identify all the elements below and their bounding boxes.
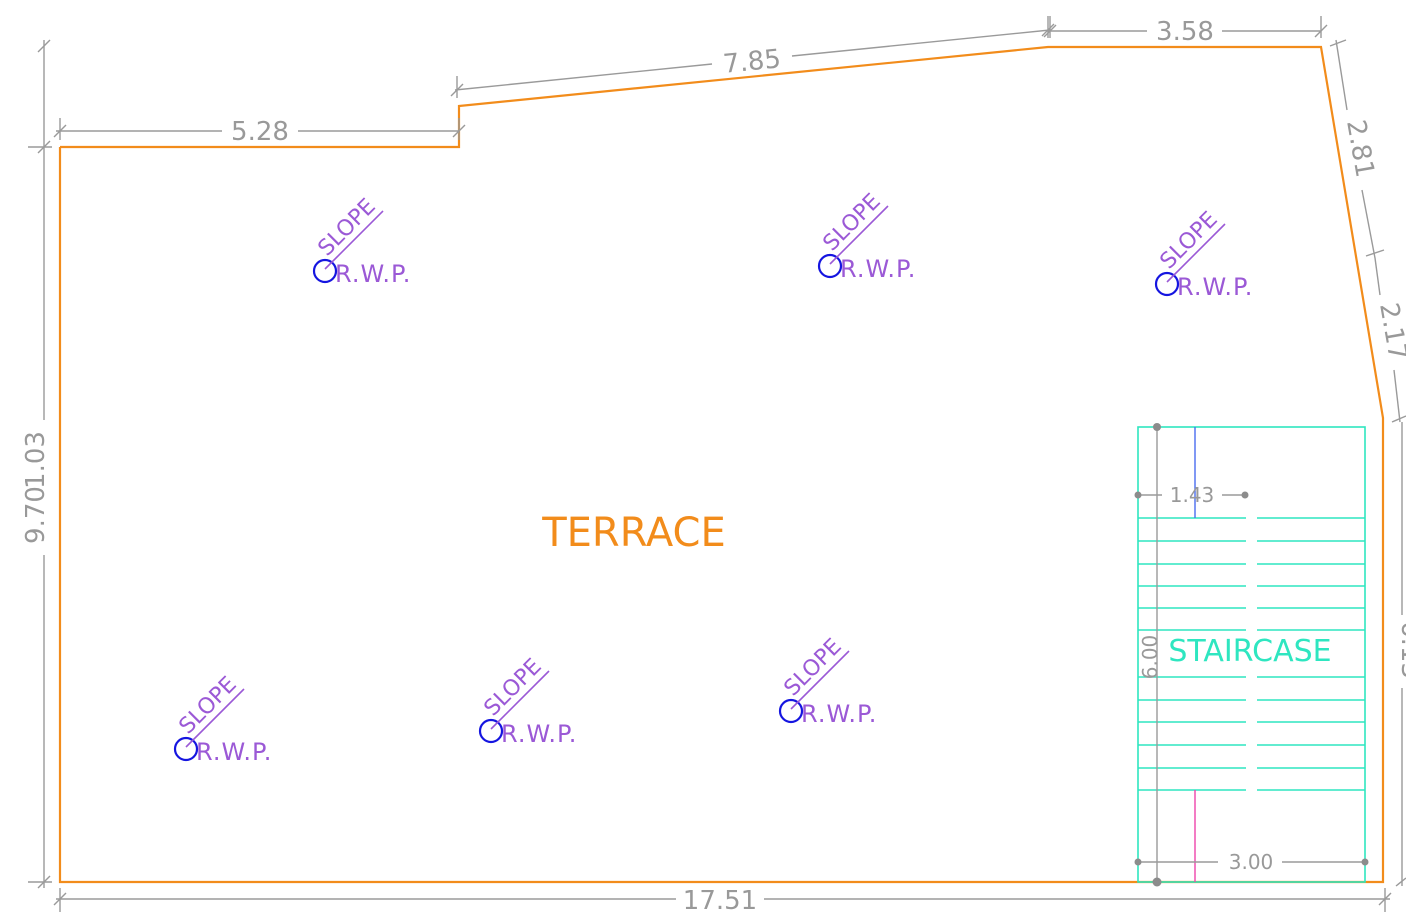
stair-dim-marker bbox=[1152, 877, 1162, 887]
dimension-right-mid: 2.17 bbox=[1373, 257, 1406, 423]
slope-arrow bbox=[185, 688, 245, 748]
rwp-label: R.W.P. bbox=[335, 260, 411, 288]
rwp-label: R.W.P. bbox=[1177, 273, 1253, 301]
stair-dim-marker bbox=[1153, 423, 1161, 431]
slope-arrow bbox=[790, 650, 850, 710]
dim-bottom-label: 17.51 bbox=[683, 886, 757, 915]
dim-right-lower-label: 6.13 bbox=[1395, 621, 1406, 679]
staircase-treads bbox=[1138, 517, 1365, 791]
dim-top-left-label: 5.28 bbox=[231, 117, 289, 147]
dimension-top-left: 5.28 bbox=[53, 117, 466, 147]
rwp-label: R.W.P. bbox=[196, 738, 272, 766]
slope-arrow bbox=[1166, 223, 1226, 283]
rainwater-pipe-icon bbox=[1154, 271, 1180, 297]
rwp-label: R.W.P. bbox=[801, 700, 877, 728]
staircase: 1.43 3.00 6.00 STAIRCASE bbox=[1134, 423, 1369, 887]
rainwater-pipe-icon bbox=[478, 718, 504, 744]
slope-label: SLOPE bbox=[480, 654, 547, 721]
slope-label: SLOPE bbox=[780, 634, 847, 701]
slope-label: SLOPE bbox=[175, 672, 242, 739]
staircase-label: STAIRCASE bbox=[1168, 634, 1331, 669]
rwp-label: R.W.P. bbox=[501, 720, 577, 748]
rainwater-pipe-icon bbox=[817, 253, 843, 279]
dim-left-label: 9.70 bbox=[21, 486, 51, 544]
terrace-label: TERRACE bbox=[541, 510, 726, 556]
slope-arrow bbox=[829, 205, 889, 265]
slope-label: SLOPE bbox=[314, 194, 381, 261]
stair-dim-marker bbox=[1361, 858, 1369, 866]
dimension-right-lower: 6.13 bbox=[1395, 422, 1406, 887]
slope-label: SLOPE bbox=[1156, 207, 1223, 274]
slope-arrow bbox=[490, 670, 550, 730]
stair-dim-marker bbox=[1241, 491, 1249, 499]
stair-bottom-label: 3.00 bbox=[1229, 850, 1274, 874]
rainwater-pipe-icon bbox=[173, 736, 199, 762]
slope-label: SLOPE bbox=[819, 189, 886, 256]
dim-right-upper-label: 2.81 bbox=[1340, 118, 1380, 180]
stair-run-label: 6.00 bbox=[1138, 635, 1162, 680]
stair-dim-marker bbox=[1134, 491, 1142, 499]
dimension-top-right: 3.58 bbox=[1043, 16, 1328, 47]
rwp-label: R.W.P. bbox=[840, 255, 916, 283]
dimension-bottom: 17.51 bbox=[53, 886, 1392, 915]
dim-top-slanted-label: 7.85 bbox=[722, 44, 783, 80]
dim-top-right-label: 3.58 bbox=[1156, 17, 1214, 47]
stair-dim-marker bbox=[1134, 858, 1142, 866]
rainwater-pipe-icon bbox=[312, 258, 338, 284]
rainwater-pipe-icon bbox=[778, 698, 804, 724]
dim-left-small-label: 1.03 bbox=[21, 431, 51, 489]
dimension-left: 9.70 1.03 bbox=[21, 39, 52, 889]
staircase-outline bbox=[1137, 426, 1366, 883]
dim-right-mid-label: 2.17 bbox=[1373, 301, 1406, 363]
slope-arrow bbox=[324, 210, 384, 270]
dimension-top-slanted: 7.85 bbox=[450, 16, 1055, 98]
stair-width-label: 1.43 bbox=[1170, 483, 1215, 507]
